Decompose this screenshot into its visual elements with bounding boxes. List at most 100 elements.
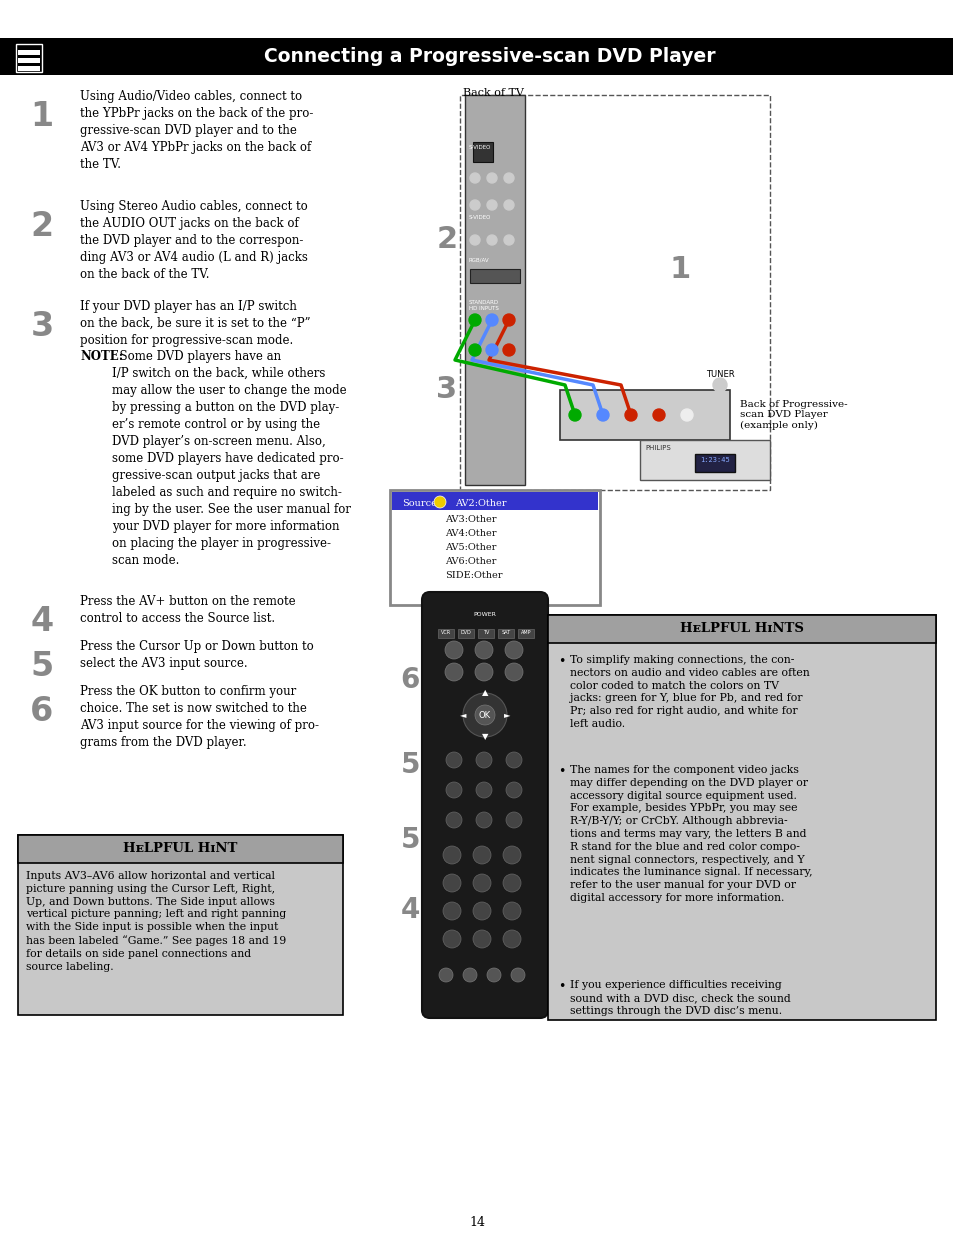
Bar [517, 629, 534, 638]
Text: 6: 6 [30, 695, 53, 727]
Text: PHILIPS: PHILIPS [644, 445, 670, 451]
Bar [437, 629, 454, 638]
Text: 4: 4 [449, 878, 454, 888]
Circle shape [680, 409, 692, 421]
Text: 2: 2 [436, 226, 457, 254]
Circle shape [502, 902, 520, 920]
Text: •: • [558, 764, 565, 778]
Circle shape [486, 173, 497, 183]
Text: STANDARD
HD INPUTS: STANDARD HD INPUTS [469, 300, 498, 311]
Text: 2: 2 [479, 851, 484, 860]
Text: ▲: ▲ [481, 688, 488, 698]
Circle shape [597, 409, 608, 421]
Text: 1:23:45: 1:23:45 [700, 457, 729, 463]
Circle shape [505, 782, 521, 798]
Text: 1: 1 [669, 256, 690, 284]
Circle shape [476, 752, 492, 768]
Circle shape [503, 235, 514, 245]
Text: Press the AV+ button on the remote
control to access the Source list.: Press the AV+ button on the remote contr… [80, 595, 295, 625]
Text: ▼: ▼ [481, 732, 488, 741]
Circle shape [442, 902, 460, 920]
Circle shape [624, 409, 637, 421]
Text: If your DVD player has an I/P switch
on the back, be sure it is set to the “P”
p: If your DVD player has an I/P switch on … [80, 300, 311, 347]
Text: Using Stereo Audio cables, connect to
the AUDIO OUT jacks on the back of
the DVD: Using Stereo Audio cables, connect to th… [80, 200, 308, 282]
Bar [18, 58, 40, 63]
Circle shape [504, 641, 522, 659]
Text: AV6:Other: AV6:Other [444, 557, 496, 567]
Circle shape [486, 235, 497, 245]
Circle shape [438, 968, 453, 982]
Bar [459, 95, 769, 490]
Text: TUNER: TUNER [705, 370, 734, 379]
Circle shape [504, 663, 522, 680]
Text: AV4:Other: AV4:Other [444, 530, 496, 538]
Circle shape [502, 345, 515, 356]
Text: 8: 8 [479, 906, 484, 915]
Circle shape [652, 409, 664, 421]
Circle shape [473, 902, 491, 920]
Text: 2: 2 [30, 210, 53, 243]
Text: •: • [558, 655, 565, 668]
Text: Connecting a Progressive-scan DVD Player: Connecting a Progressive-scan DVD Player [264, 47, 715, 65]
Text: OK: OK [478, 710, 491, 720]
Circle shape [486, 968, 500, 982]
Circle shape [568, 409, 580, 421]
Text: •: • [558, 981, 565, 993]
Text: 6: 6 [400, 666, 419, 694]
Text: 1: 1 [449, 851, 454, 860]
Text: RGB/AV: RGB/AV [469, 258, 489, 263]
Text: Back of Progressive-
scan DVD Player
(example only): Back of Progressive- scan DVD Player (ex… [740, 400, 846, 430]
Text: AMP: AMP [520, 631, 531, 636]
Bar [392, 492, 598, 510]
Text: VCR: VCR [440, 631, 451, 636]
Bar [464, 95, 524, 485]
Circle shape [476, 782, 492, 798]
Text: 7: 7 [449, 906, 454, 915]
FancyBboxPatch shape [421, 592, 547, 1018]
Circle shape [485, 314, 497, 326]
Text: Press the OK button to confirm your
choice. The set is now switched to the
AV3 i: Press the OK button to confirm your choi… [80, 685, 318, 748]
Circle shape [473, 930, 491, 948]
Text: 14: 14 [469, 1215, 484, 1229]
Circle shape [505, 752, 521, 768]
Bar [18, 835, 343, 863]
Circle shape [475, 705, 495, 725]
Text: 6: 6 [509, 878, 514, 888]
Circle shape [503, 173, 514, 183]
Text: 5: 5 [30, 650, 53, 683]
Circle shape [462, 968, 476, 982]
Text: Inputs AV3–AV6 allow horizontal and vertical
picture panning using the Cursor Le: Inputs AV3–AV6 allow horizontal and vert… [26, 871, 286, 972]
Bar [695, 454, 734, 472]
Circle shape [446, 752, 461, 768]
Text: 9: 9 [509, 906, 514, 915]
Text: HᴇLPFUL HɪNTS: HᴇLPFUL HɪNTS [679, 622, 803, 636]
Circle shape [476, 811, 492, 827]
Text: 0: 0 [449, 935, 454, 944]
Text: Using Audio/Video cables, connect to
the YPbPr jacks on the back of the pro-
gre: Using Audio/Video cables, connect to the… [80, 90, 313, 170]
Text: To simplify making connections, the con-
nectors on audio and video cables are o: To simplify making connections, the con-… [569, 655, 809, 729]
Circle shape [502, 314, 515, 326]
Text: 4: 4 [30, 605, 53, 638]
Text: POWER: POWER [473, 613, 496, 618]
Bar [18, 65, 40, 70]
Circle shape [462, 693, 506, 737]
Circle shape [470, 235, 479, 245]
Bar [547, 615, 935, 1020]
Text: ►: ► [503, 710, 510, 720]
Text: 3: 3 [30, 310, 53, 343]
Circle shape [444, 641, 462, 659]
Circle shape [503, 200, 514, 210]
Circle shape [475, 641, 493, 659]
Circle shape [485, 345, 497, 356]
Bar [559, 390, 729, 440]
Text: SAT: SAT [501, 631, 510, 636]
Bar [18, 49, 40, 56]
Text: 4: 4 [400, 897, 419, 924]
Text: If you experience difficulties receiving
sound with a DVD disc, check the sound
: If you experience difficulties receiving… [569, 981, 790, 1015]
Text: 5: 5 [479, 878, 484, 888]
Circle shape [712, 378, 726, 391]
Circle shape [486, 200, 497, 210]
Text: 3: 3 [509, 851, 514, 860]
Text: AV5:Other: AV5:Other [444, 543, 496, 552]
Bar [18, 835, 343, 1015]
